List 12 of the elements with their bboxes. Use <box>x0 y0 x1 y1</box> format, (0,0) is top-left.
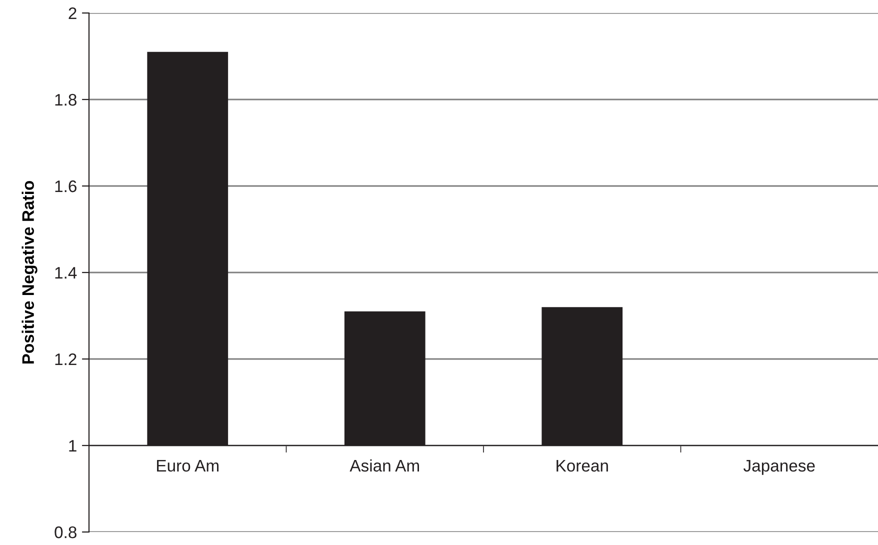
x-tick-label: Euro Am <box>157 460 218 472</box>
y-tick-label: 1.6 <box>55 180 76 192</box>
y-tick-label: 0.8 <box>54 526 76 538</box>
y-tick-label: 1.8 <box>55 94 76 106</box>
x-tick-label: Asian Am <box>350 459 419 472</box>
y-axis-title: Positive Negative Ratio <box>22 180 38 364</box>
y-tick-label: 2 <box>68 7 76 20</box>
x-tick-label: Korean <box>556 460 608 472</box>
y-tick-label: 1 <box>69 440 76 452</box>
x-tick-label: Japanese <box>743 460 815 475</box>
y-tick-label: 1.4 <box>55 267 77 279</box>
y-tick-label: 1.2 <box>55 353 76 366</box>
